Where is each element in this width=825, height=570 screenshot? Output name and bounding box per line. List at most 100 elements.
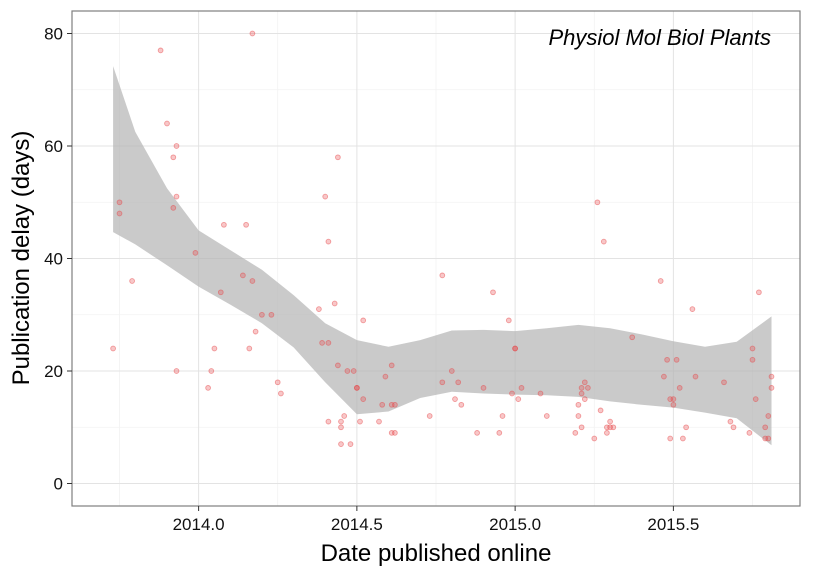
data-point [338, 441, 344, 447]
smooth-confidence-band [113, 66, 772, 446]
y-axis-ticks: 0 20 40 60 80 [44, 25, 72, 494]
data-point [762, 424, 769, 431]
data-point [173, 368, 180, 374]
data-point [600, 238, 607, 245]
data-point [505, 317, 512, 324]
data-point [338, 424, 344, 431]
data-point [661, 373, 667, 380]
data-point [515, 396, 522, 402]
data-point [594, 199, 601, 206]
data-point [338, 418, 344, 425]
data-point [452, 396, 458, 402]
data-point [341, 413, 348, 419]
data-point [360, 396, 367, 402]
data-point [240, 272, 246, 279]
data-point [496, 430, 503, 436]
data-point [388, 362, 395, 369]
y-tick-label: 0 [54, 475, 63, 494]
data-point [474, 430, 480, 436]
x-axis-ticks: 2014.0 2014.5 2015.0 2015.5 [173, 506, 699, 534]
data-point [170, 154, 177, 161]
data-point [575, 413, 582, 419]
data-point [439, 379, 446, 386]
data-point [439, 272, 446, 279]
data-point [581, 379, 588, 386]
data-point [752, 396, 759, 402]
data-point [578, 385, 585, 391]
data-point [749, 345, 756, 352]
data-point [575, 401, 582, 408]
data-point [683, 424, 689, 431]
data-point [249, 30, 256, 37]
data-point [670, 401, 677, 408]
data-point [578, 424, 585, 431]
x-axis-title: Date published online [321, 540, 552, 567]
x-tick-label: 2014.0 [173, 515, 225, 534]
data-point [325, 340, 332, 346]
data-point [667, 435, 674, 442]
data-point [246, 345, 253, 352]
data-point [278, 390, 284, 397]
data-point [480, 385, 487, 391]
data-point [322, 193, 329, 200]
data-point [376, 418, 382, 425]
y-tick-label: 20 [44, 362, 63, 381]
data-point [157, 47, 164, 54]
data-point [455, 379, 462, 386]
data-point [316, 306, 322, 312]
data-point [518, 385, 525, 391]
data-point [110, 345, 116, 352]
data-point [243, 221, 249, 228]
data-point [509, 390, 515, 397]
data-point [765, 435, 772, 442]
data-point [129, 278, 135, 284]
data-point [607, 418, 613, 425]
x-tick-label: 2015.5 [647, 515, 699, 534]
data-point [756, 289, 762, 296]
data-point [664, 356, 670, 363]
data-point [392, 430, 398, 436]
data-point [768, 385, 775, 391]
data-point [768, 373, 775, 380]
data-point [749, 356, 756, 363]
data-points [110, 30, 775, 447]
x-tick-label: 2015.0 [489, 515, 541, 534]
data-point [382, 373, 389, 380]
data-point [173, 193, 180, 200]
data-point [499, 413, 506, 419]
data-point [319, 340, 325, 346]
y-tick-label: 40 [44, 250, 63, 269]
data-point [211, 345, 218, 352]
data-point [354, 385, 360, 391]
data-point [344, 368, 351, 374]
data-point [572, 430, 579, 436]
journal-annotation: Physiol Mol Biol Plants [548, 25, 771, 50]
data-point [676, 385, 683, 391]
data-point [116, 210, 123, 217]
data-point [581, 396, 588, 402]
data-point [746, 430, 753, 436]
data-point [670, 396, 677, 402]
data-point [730, 424, 737, 431]
data-point [392, 401, 398, 408]
data-point [335, 154, 341, 161]
data-point [347, 441, 354, 447]
data-point [721, 379, 727, 386]
data-point [379, 401, 386, 408]
data-point [170, 205, 177, 211]
data-point [325, 238, 332, 245]
data-point [208, 368, 215, 374]
data-point [268, 311, 275, 318]
data-point [221, 221, 227, 228]
data-point [448, 368, 455, 374]
data-point [357, 418, 363, 425]
data-point [331, 300, 338, 307]
data-point [325, 418, 332, 425]
data-point [426, 413, 433, 419]
y-axis-title: Publication delay (days) [8, 131, 35, 386]
y-tick-label: 80 [44, 25, 63, 44]
data-point [116, 199, 123, 206]
data-point [597, 407, 604, 414]
data-point [673, 356, 680, 363]
